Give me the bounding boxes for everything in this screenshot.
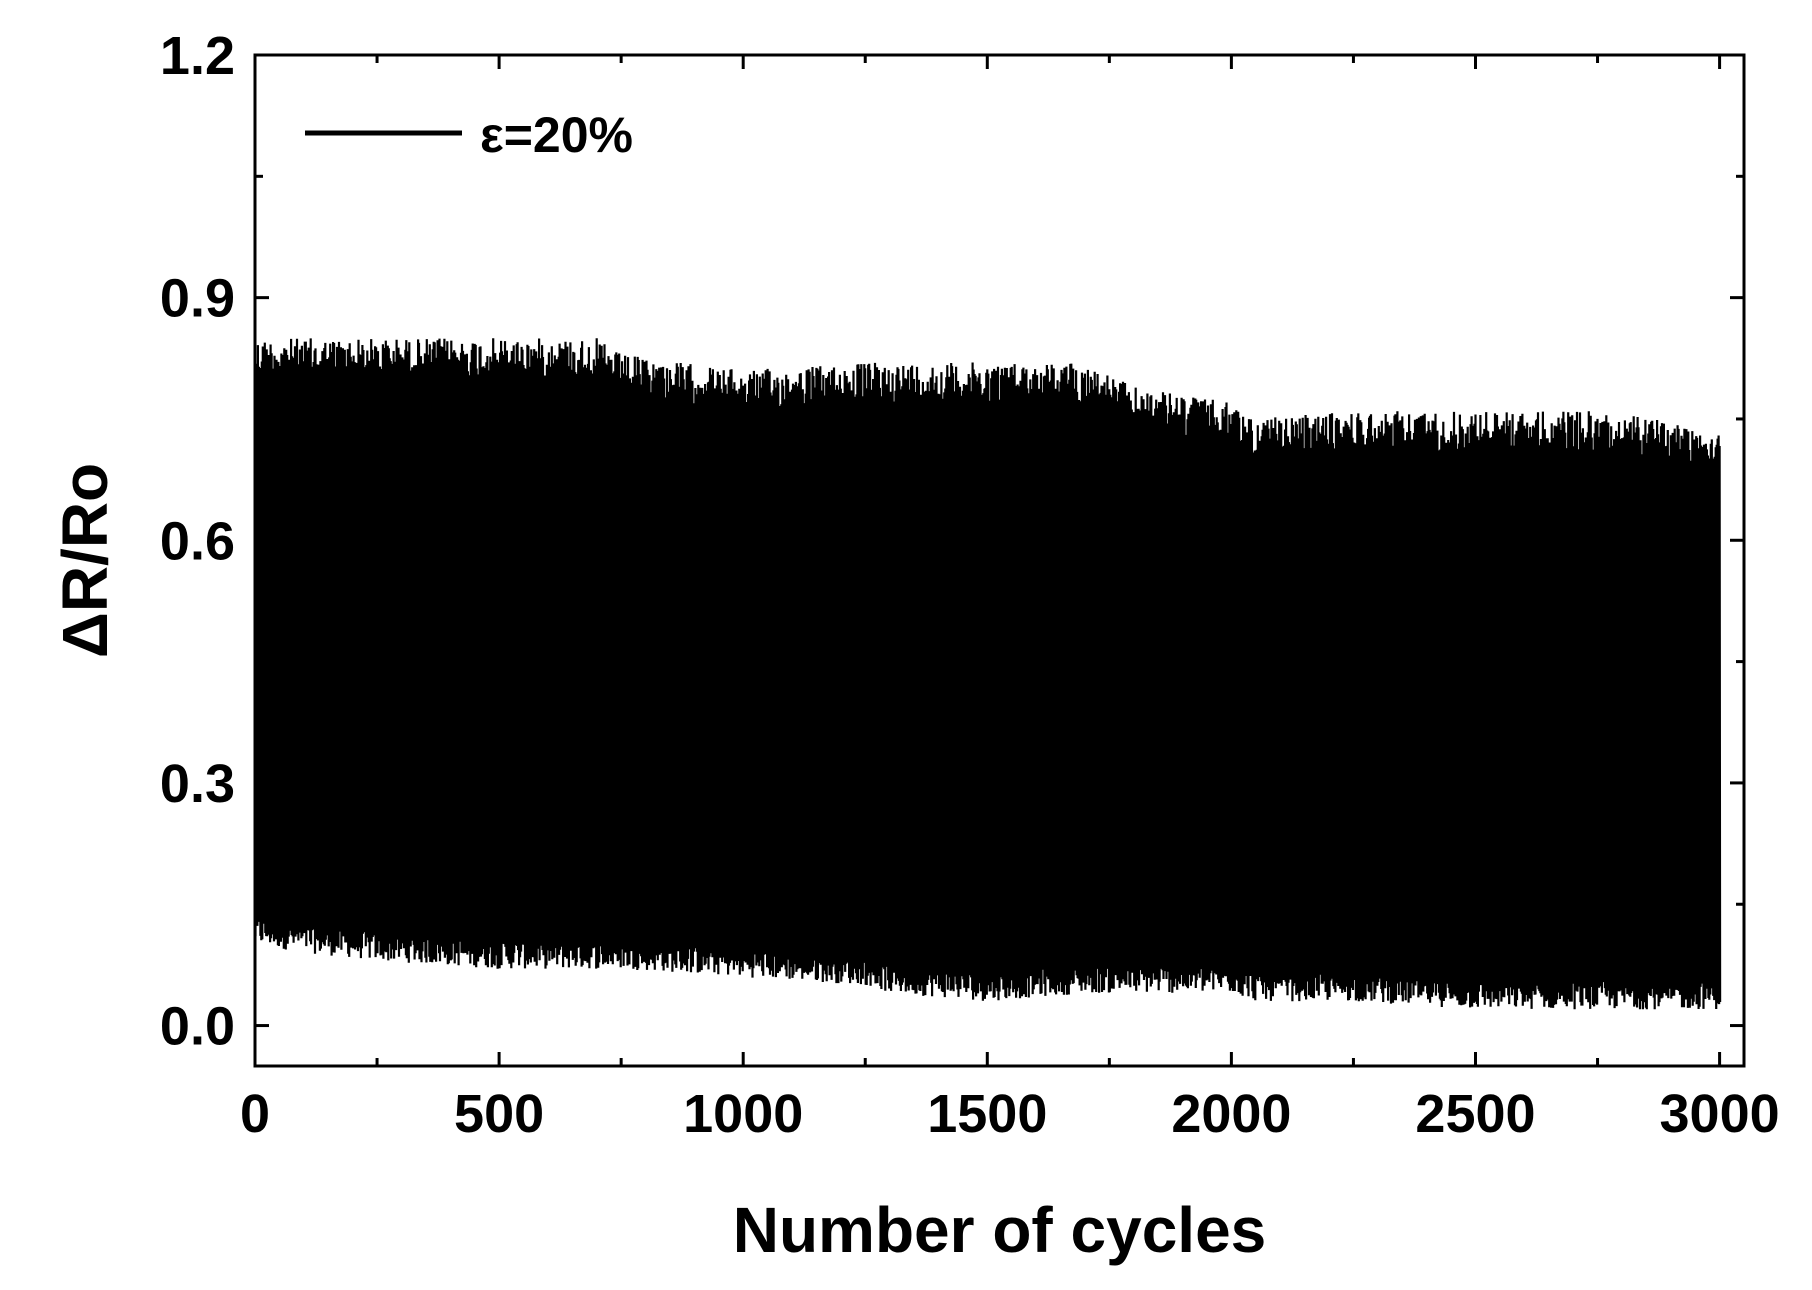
x-tick-label: 2500 [1415,1084,1535,1144]
y-tick-label: 0.6 [160,511,235,571]
y-tick-label: 0.9 [160,269,235,329]
y-tick-label: 0.3 [160,754,235,814]
series-line [253,338,1722,1010]
x-tick-label: 2000 [1171,1084,1291,1144]
y-tick-label: 0.0 [160,997,235,1057]
legend: ε=20% [305,107,633,163]
x-tick-label: 1500 [927,1084,1047,1144]
legend-label: ε=20% [480,107,633,163]
x-tick-label: 0 [240,1084,270,1144]
y-axis-title: ΔR/Ro [49,463,121,658]
tick-layer [253,53,1744,1066]
x-tick-label: 500 [454,1084,544,1144]
x-axis-title: Number of cycles [733,1194,1267,1266]
plot-frame [253,53,1746,1068]
label-layer: 0 500 1000 1500 2000 2500 3000 0.0 0.3 0.6 0.9 1.2 [160,26,1780,1144]
data-layer [253,338,1722,1010]
x-tick-label: 3000 [1660,1084,1780,1144]
y-tick-label: 1.2 [160,26,235,86]
x-tick-label: 1000 [683,1084,803,1144]
